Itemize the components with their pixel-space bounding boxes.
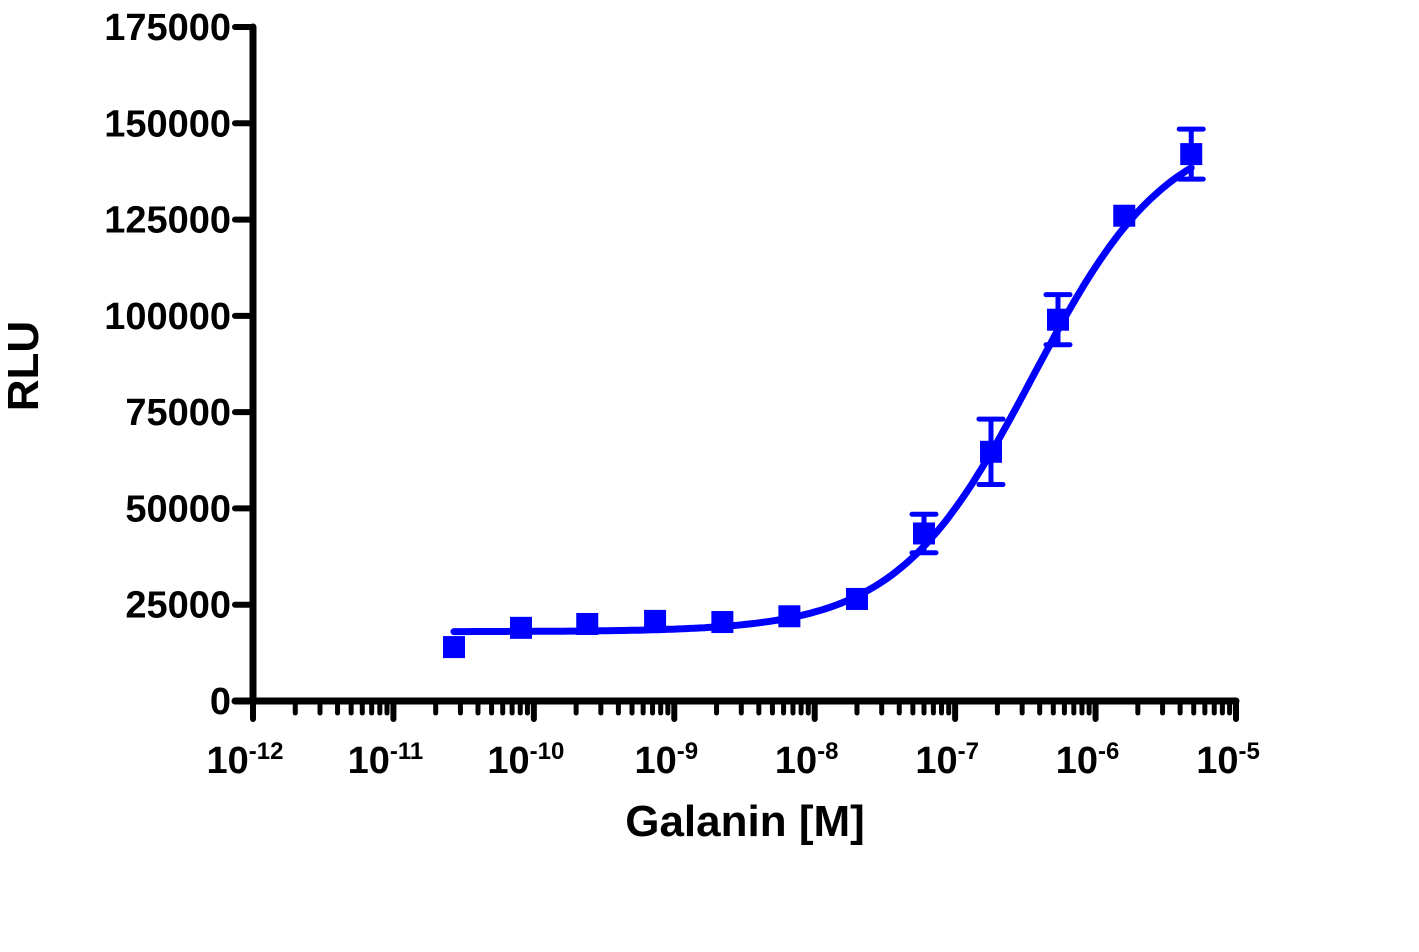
y-tick-label: 125000 [104, 200, 231, 242]
data-point [510, 616, 533, 639]
square-marker-icon [711, 611, 734, 634]
y-tick-label: 50000 [125, 488, 231, 530]
axes [231, 23, 1240, 705]
square-marker-icon [1113, 204, 1136, 227]
square-marker-icon [1180, 143, 1203, 166]
fit-curve [450, 164, 1195, 636]
square-marker-icon [1046, 308, 1069, 331]
data-point [711, 611, 734, 634]
data-point [576, 612, 599, 635]
x-tick-label: 10-11 [348, 738, 424, 782]
data-point [778, 605, 801, 628]
data-point [909, 511, 939, 556]
x-axis-ticks: 10-12 10-11 10-10 10-9 10-8 10-7 10-6 10-5 [207, 698, 1260, 782]
y-tick-label: 100000 [104, 296, 231, 338]
y-axis-ticks: 0 25000 50000 75000 100000 125000 150000 175000 [104, 7, 256, 723]
square-marker-icon [845, 587, 868, 610]
data-point [1113, 204, 1136, 227]
data-point [443, 636, 466, 659]
y-tick-label: 150000 [104, 103, 231, 145]
data-point [976, 416, 1006, 488]
x-tick-label: 10-7 [915, 738, 979, 782]
x-tick-label: 10-9 [634, 738, 698, 782]
y-tick-label: 175000 [104, 7, 231, 49]
square-marker-icon [979, 440, 1002, 463]
x-tick-label: 10-10 [487, 738, 564, 782]
data-point [1043, 292, 1073, 348]
data-point [845, 587, 868, 610]
square-marker-icon [443, 636, 466, 659]
square-marker-icon [510, 616, 533, 639]
x-tick-label: 10-12 [207, 738, 284, 782]
y-tick-label: 25000 [125, 585, 231, 627]
square-marker-icon [778, 605, 801, 628]
square-marker-icon [644, 609, 667, 632]
data-point [1176, 126, 1206, 182]
square-marker-icon [576, 612, 599, 635]
x-tick-label: 10-6 [1056, 738, 1120, 782]
y-axis-title: RLU [0, 321, 48, 411]
y-tick-label: 75000 [125, 392, 231, 434]
data-point [644, 609, 667, 632]
square-marker-icon [912, 522, 935, 545]
y-tick-label: 0 [210, 681, 231, 723]
x-axis-title: Galanin [M] [625, 797, 865, 846]
x-tick-label: 10-5 [1196, 738, 1260, 782]
x-tick-label: 10-8 [775, 738, 839, 782]
data-points [443, 126, 1206, 659]
